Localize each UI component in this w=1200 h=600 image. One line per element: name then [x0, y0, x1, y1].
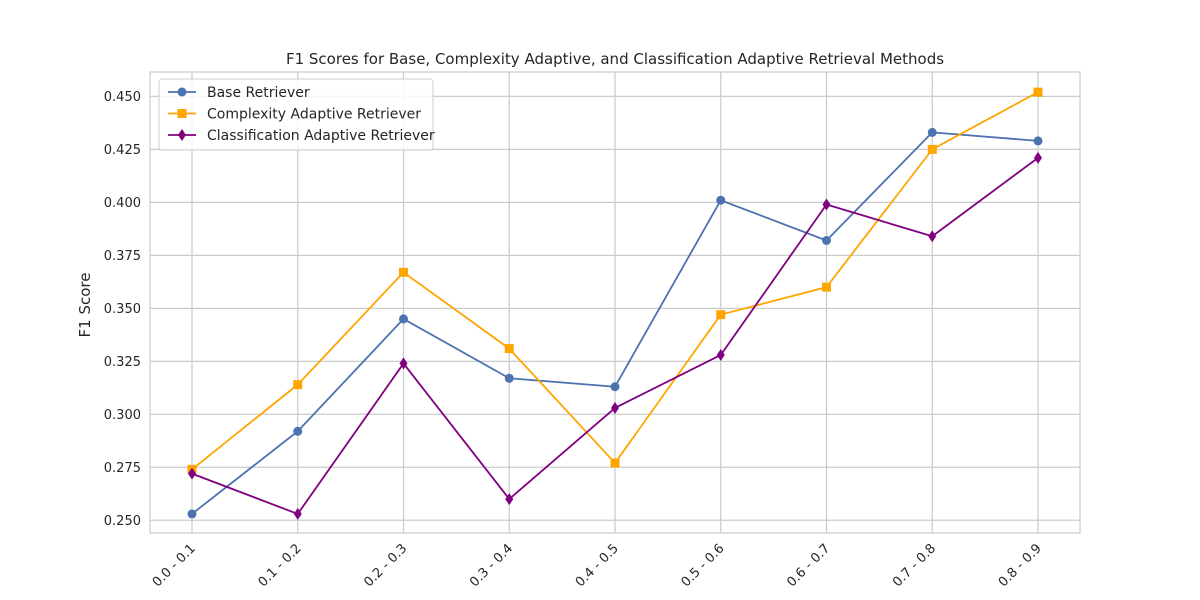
data-point [611, 401, 619, 414]
series-group [187, 87, 1043, 520]
data-point [293, 380, 303, 390]
x-tick-label: 0.4 - 0.5 [573, 541, 622, 590]
x-tick-label: 0.8 - 0.9 [996, 541, 1045, 590]
x-tick-label: 0.0 - 0.1 [150, 541, 199, 590]
y-tick-label: 0.450 [104, 90, 141, 105]
data-point [927, 127, 937, 137]
y-tick-label: 0.400 [104, 196, 141, 211]
data-point [293, 426, 303, 436]
plot-frame [149, 71, 1081, 534]
legend: Base Retriever Complexity Adaptive Retrie… [158, 78, 435, 151]
x-tick-label: 0.3 - 0.4 [467, 541, 516, 590]
legend-label: Complexity Adaptive Retriever [207, 107, 421, 123]
y-axis: 0.250 0.275 0.300 0.325 0.350 0.375 0.400 0.425… [104, 90, 141, 529]
legend-marker [178, 129, 186, 141]
data-point [610, 382, 620, 392]
legend-entry: Base Retriever [168, 85, 310, 101]
legend-box [158, 78, 434, 151]
series-1 [187, 127, 1043, 519]
series-3 [188, 151, 1042, 520]
legend-entry: Complexity Adaptive Retriever [168, 107, 421, 123]
y-tick-label: 0.275 [104, 461, 141, 476]
y-tick-label: 0.325 [104, 355, 141, 370]
data-point [188, 467, 196, 480]
x-tick-label: 0.1 - 0.2 [256, 541, 305, 590]
legend-entry: Classification Adaptive Retriever [168, 128, 435, 144]
data-point [293, 507, 302, 520]
data-point [716, 310, 726, 320]
data-point [1033, 87, 1043, 97]
data-point [927, 144, 937, 154]
data-point [504, 344, 514, 354]
y-axis-label: F1 Score [76, 273, 94, 338]
data-point [399, 357, 408, 370]
y-tick-label: 0.250 [104, 514, 141, 529]
data-point [187, 509, 197, 519]
data-point [928, 230, 937, 243]
data-point [716, 348, 725, 361]
data-point [610, 458, 620, 468]
data-point [822, 282, 831, 292]
data-point [716, 195, 726, 205]
y-tick-label: 0.300 [104, 408, 141, 423]
chart-title: F1 Scores for Base, Complexity Adaptive,… [286, 50, 944, 68]
y-tick-label: 0.350 [104, 302, 141, 317]
x-tick-label: 0.2 - 0.3 [361, 541, 410, 590]
x-tick-label: 0.5 - 0.6 [679, 541, 728, 590]
data-point [822, 198, 831, 211]
y-tick-label: 0.375 [104, 249, 141, 264]
legend-marker [177, 109, 187, 118]
x-tick-label: 0.6 - 0.7 [784, 541, 833, 590]
x-tick-label: 0.7 - 0.8 [890, 541, 939, 590]
legend-label: Classification Adaptive Retriever [207, 128, 435, 144]
y-tick-label: 0.425 [104, 143, 141, 158]
legend-marker [177, 87, 187, 97]
data-point [399, 314, 408, 324]
data-point [822, 236, 831, 246]
legend-label: Base Retriever [207, 85, 310, 101]
data-point [399, 267, 408, 277]
data-point [504, 373, 514, 383]
data-point [1034, 151, 1042, 164]
data-point [1033, 136, 1043, 146]
data-point [505, 493, 514, 506]
x-axis: 0.0 - 0.1 0.1 - 0.2 0.2 - 0.3 0.3 - 0.4 0.4 … [150, 541, 1045, 590]
